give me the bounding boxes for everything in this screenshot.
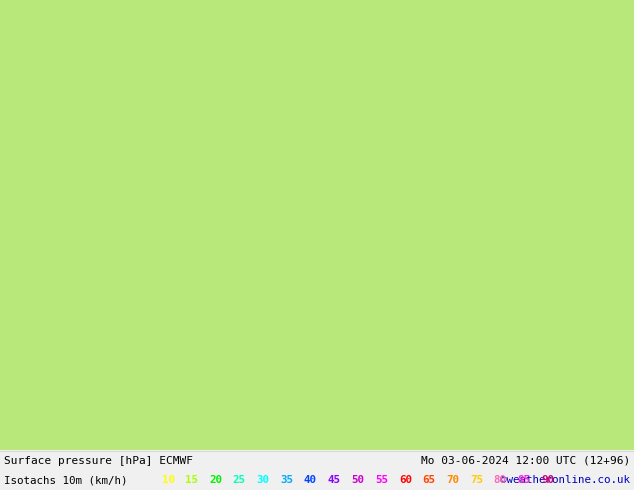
Text: 25: 25 xyxy=(233,475,246,485)
Text: 50: 50 xyxy=(351,475,365,485)
Text: Surface pressure [hPa] ECMWF: Surface pressure [hPa] ECMWF xyxy=(4,456,193,466)
Text: 35: 35 xyxy=(280,475,294,485)
Text: 20: 20 xyxy=(209,475,222,485)
Text: 55: 55 xyxy=(375,475,388,485)
Text: ©weatheronline.co.uk: ©weatheronline.co.uk xyxy=(500,475,630,485)
Text: 15: 15 xyxy=(186,475,198,485)
Text: 60: 60 xyxy=(399,475,412,485)
Text: 85: 85 xyxy=(517,475,530,485)
Text: Mo 03-06-2024 12:00 UTC (12+96): Mo 03-06-2024 12:00 UTC (12+96) xyxy=(421,456,630,466)
Text: 70: 70 xyxy=(446,475,459,485)
Text: 80: 80 xyxy=(494,475,507,485)
Text: 10: 10 xyxy=(162,475,175,485)
Text: Isotachs 10m (km/h): Isotachs 10m (km/h) xyxy=(4,475,127,485)
Text: 75: 75 xyxy=(470,475,483,485)
Text: 30: 30 xyxy=(257,475,269,485)
Text: 45: 45 xyxy=(328,475,340,485)
Text: 65: 65 xyxy=(422,475,436,485)
Text: 90: 90 xyxy=(541,475,554,485)
Text: 40: 40 xyxy=(304,475,317,485)
